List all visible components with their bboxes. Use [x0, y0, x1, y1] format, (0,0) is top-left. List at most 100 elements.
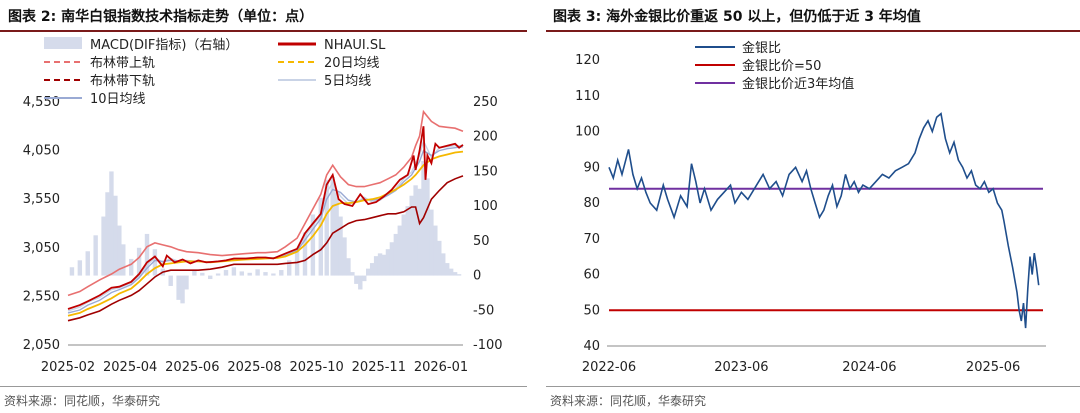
- macd-bar: [117, 225, 122, 276]
- x-tick-label: 2025-11: [352, 360, 406, 375]
- macd-bar: [109, 171, 114, 276]
- macd-bar: [425, 178, 430, 276]
- x-tick-label: 2026-01: [414, 360, 468, 375]
- series-line-boll_upper: [67, 109, 464, 297]
- macd-bar: [334, 192, 339, 276]
- y-tick-label: 3,050: [23, 241, 60, 256]
- series-line-nhaui: [67, 126, 464, 310]
- macd-bar: [136, 247, 142, 276]
- legend-label: 10日均线: [90, 92, 146, 107]
- macd-bar: [373, 256, 379, 276]
- macd-bar: [377, 253, 383, 276]
- macd-bar: [318, 197, 323, 276]
- macd-bar: [401, 214, 406, 276]
- macd-bar: [101, 216, 106, 276]
- x-tick-label: 2023-06: [714, 360, 768, 375]
- right-y-axis: 250 200 150 100 50 0 -50 -100: [473, 95, 503, 353]
- macd-bar: [176, 275, 181, 300]
- macd-bar: [271, 273, 276, 276]
- macd-bar: [184, 275, 189, 290]
- macd-bar: [437, 240, 442, 276]
- y-tick-label: 50: [583, 303, 600, 318]
- reference-lines: [609, 187, 1043, 312]
- macd-bar: [302, 232, 308, 276]
- right-panel-title: 图表 3: 海外金银比价重返 50 以上，但仍低于近 3 年均值: [553, 9, 921, 25]
- left-source: 资料来源：同花顺，华泰研究: [4, 394, 161, 408]
- y2-tick-label: -50: [473, 303, 494, 318]
- macd-bar: [409, 195, 414, 276]
- macd-bar: [215, 273, 221, 276]
- gold-silver-ratio-chart: 120 110 100 90 80 70 60 50 40 2022-06 2023-06 2024…: [575, 40, 1046, 375]
- y2-tick-label: 50: [473, 234, 490, 249]
- y2-tick-label: 150: [473, 164, 498, 179]
- macd-bar: [200, 272, 205, 276]
- macd-bar: [105, 192, 110, 276]
- macd-bar: [310, 214, 316, 276]
- ratio-x-axis: 2022-06 2023-06 2024-06 2025-06: [582, 360, 1020, 375]
- y2-tick-label: 200: [473, 130, 498, 145]
- macd-bar: [77, 260, 83, 276]
- macd-bar: [358, 275, 363, 290]
- y-tick-label: 2,050: [23, 338, 60, 353]
- macd-bar: [346, 258, 351, 276]
- macd-bar: [330, 176, 335, 276]
- y-tick-label: 70: [583, 232, 600, 247]
- macd-bar: [93, 235, 98, 276]
- x-tick-label: 2022-06: [582, 360, 636, 375]
- macd-bar: [452, 272, 458, 276]
- macd-bar: [429, 209, 434, 276]
- macd-bar: [255, 269, 260, 276]
- macd-bar: [381, 254, 387, 276]
- legend-label: 5日均线: [324, 74, 371, 89]
- y-tick-label: 3,550: [23, 192, 60, 207]
- macd-bar: [385, 249, 391, 276]
- right-source: 资料来源：同花顺，华泰研究: [550, 394, 707, 408]
- left-panel-title: 图表 2: 南华白银指数技术指标走势（单位：点）: [8, 9, 314, 25]
- macd-bar: [168, 275, 173, 286]
- y-tick-label: 4,050: [23, 144, 60, 159]
- macd-bar: [397, 225, 402, 276]
- macd-bar: [69, 267, 75, 276]
- macd-bar: [279, 270, 284, 276]
- y2-tick-label: -100: [473, 338, 503, 353]
- left-bottom-rule: [0, 386, 527, 387]
- macd-bar: [287, 260, 292, 276]
- ratio-y-axis: 120 110 100 90 80 70 60 50 40: [575, 53, 600, 354]
- y2-tick-label: 0: [473, 269, 481, 284]
- macd-bar: [223, 270, 229, 276]
- legend-label: 金银比价=50: [742, 58, 821, 74]
- macd-bar: [129, 258, 134, 276]
- y2-tick-label: 250: [473, 95, 498, 110]
- macd-bar: [247, 272, 252, 276]
- macd-bar: [405, 206, 410, 276]
- legend-label: 20日均线: [324, 56, 380, 71]
- macd-bar: [144, 233, 150, 276]
- macd-bar: [85, 251, 90, 276]
- macd-bar: [324, 179, 329, 276]
- y-tick-label: 90: [583, 160, 600, 175]
- macd-bar: [441, 253, 446, 276]
- macd-bar: [362, 275, 367, 282]
- macd-bar: [263, 272, 268, 276]
- legend-label: 金银比价近3年均值: [742, 76, 854, 92]
- y2-tick-label: 100: [473, 199, 498, 214]
- macd-bar: [338, 216, 343, 276]
- series-lines: [67, 109, 464, 322]
- macd-bar: [208, 275, 213, 280]
- y-tick-label: 2,550: [23, 289, 60, 304]
- y-tick-label: 100: [575, 125, 600, 140]
- series-line-boll_lower: [67, 175, 464, 322]
- left-title-rule: [0, 30, 527, 32]
- macd-bar: [354, 275, 359, 284]
- x-tick-label: 2025-02: [41, 360, 95, 375]
- x-tick-label: 2025-06: [165, 360, 219, 375]
- y-tick-label: 40: [583, 339, 600, 354]
- macd-bar: [417, 188, 422, 276]
- macd-bar: [152, 249, 158, 276]
- legend-label: 布林带下轨: [90, 74, 155, 89]
- y-tick-label: 120: [575, 53, 600, 68]
